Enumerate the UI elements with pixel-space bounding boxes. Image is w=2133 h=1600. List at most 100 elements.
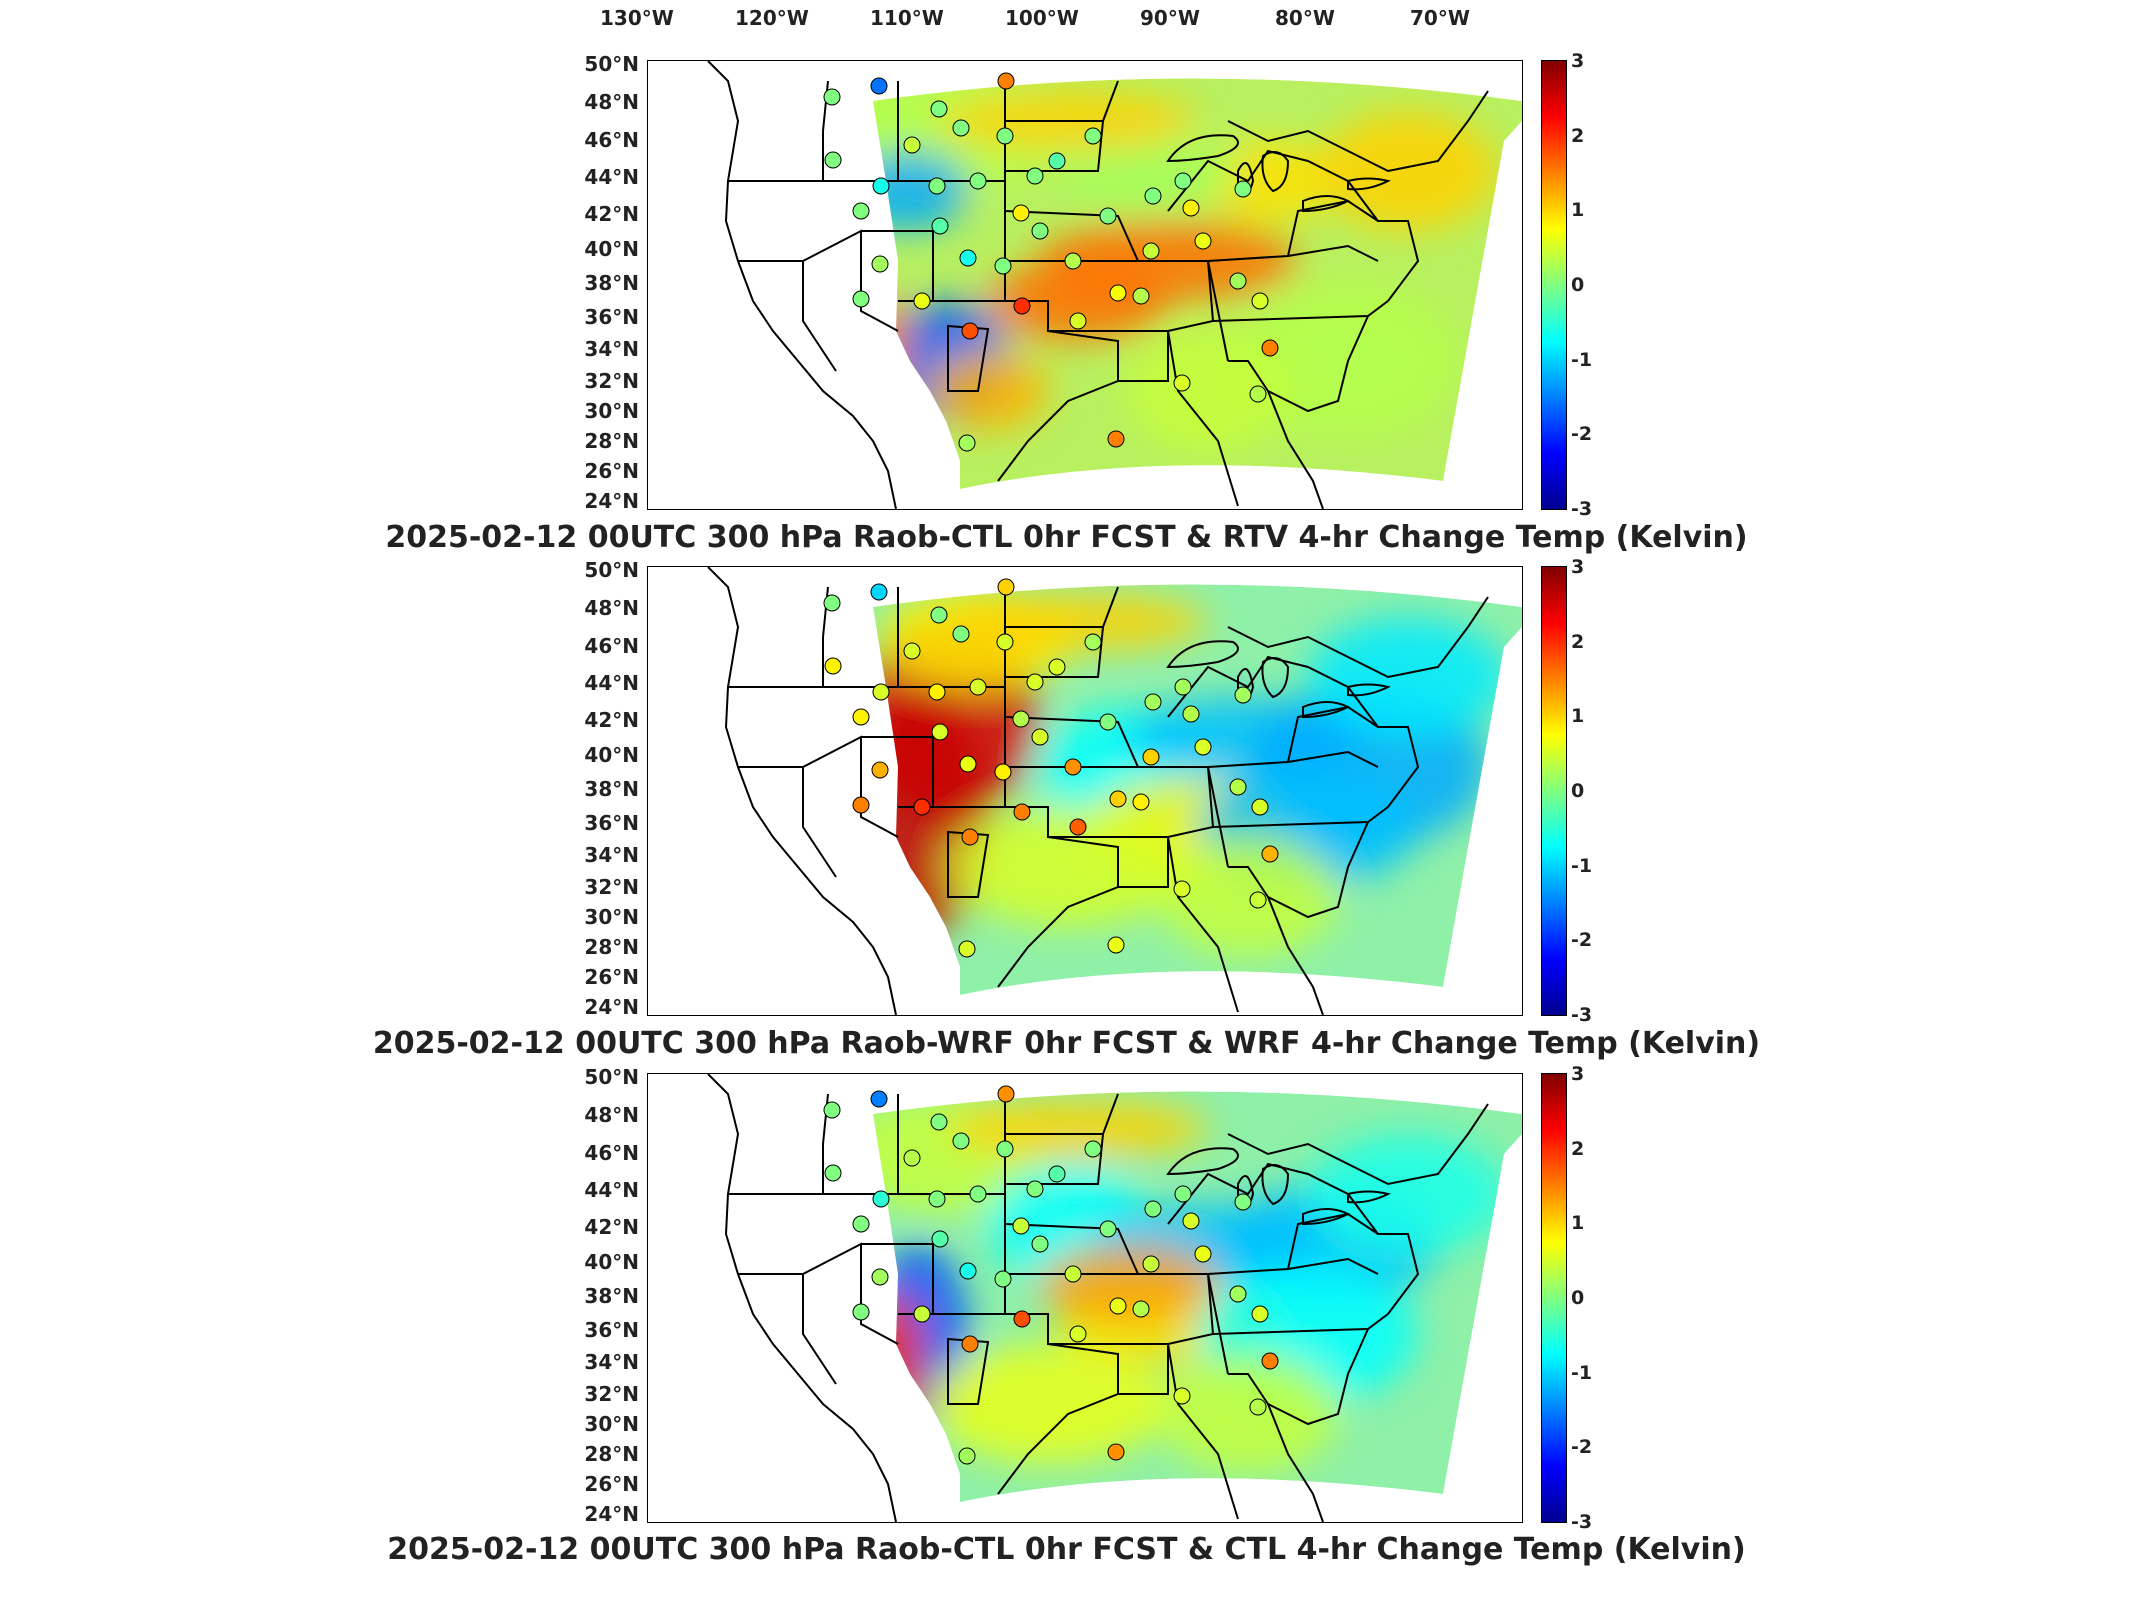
raob-station-marker	[1173, 880, 1191, 898]
raob-station-marker	[997, 72, 1015, 90]
longitude-tick-label: 130°W	[600, 6, 674, 30]
latitude-tick-label: 42°N	[584, 202, 639, 226]
raob-station-marker	[1069, 1325, 1087, 1343]
latitude-tick-label: 50°N	[584, 558, 639, 582]
latitude-tick-label: 30°N	[584, 905, 639, 929]
latitude-tick-label: 38°N	[584, 777, 639, 801]
raob-station-marker	[903, 136, 921, 154]
raob-station-marker	[870, 1090, 888, 1108]
longitude-tick-label: 90°W	[1140, 6, 1200, 30]
longitude-tick-label: 100°W	[1005, 6, 1079, 30]
raob-station-marker	[1249, 891, 1267, 909]
raob-station-marker	[958, 940, 976, 958]
latitude-tick-label: 40°N	[584, 237, 639, 261]
raob-station-marker	[1144, 187, 1162, 205]
raob-station-marker	[928, 683, 946, 701]
raob-station-marker	[994, 257, 1012, 275]
panel-title: 2025-02-12 00UTC 300 hPa Raob-CTL 0hr FC…	[387, 1532, 1746, 1567]
latitude-tick-label: 32°N	[584, 1382, 639, 1406]
raob-station-marker	[994, 763, 1012, 781]
raob-station-marker	[1182, 705, 1200, 723]
raob-station-marker	[952, 625, 970, 643]
raob-station-marker	[1012, 204, 1030, 222]
raob-station-marker	[928, 1190, 946, 1208]
raob-station-marker	[913, 1305, 931, 1323]
raob-station-marker	[1234, 1193, 1252, 1211]
raob-station-marker	[1144, 693, 1162, 711]
longitude-tick-label: 110°W	[870, 6, 944, 30]
raob-station-marker	[931, 1230, 949, 1248]
raob-station-marker	[997, 1085, 1015, 1103]
raob-station-marker	[1064, 758, 1082, 776]
latitude-tick-label: 48°N	[584, 596, 639, 620]
raob-station-marker	[1173, 374, 1191, 392]
panel-title: 2025-02-12 00UTC 300 hPa Raob-WRF 0hr FC…	[372, 1026, 1761, 1061]
colorbar-tick-label: 1	[1571, 1212, 1585, 1235]
raob-station-marker	[931, 723, 949, 741]
raob-station-marker	[1109, 1297, 1127, 1315]
latitude-tick-label: 26°N	[584, 1472, 639, 1496]
raob-station-marker	[958, 434, 976, 452]
raob-station-marker	[871, 761, 889, 779]
latitude-tick-label: 48°N	[584, 1103, 639, 1127]
raob-station-marker	[1069, 818, 1087, 836]
raob-station-marker	[1174, 1185, 1192, 1203]
colorbar	[1541, 1073, 1567, 1523]
latitude-tick-label: 30°N	[584, 1412, 639, 1436]
raob-station-marker	[1142, 748, 1160, 766]
raob-station-marker	[952, 119, 970, 137]
latitude-tick-label: 32°N	[584, 875, 639, 899]
raob-station-marker	[1012, 710, 1030, 728]
latitude-tick-label: 44°N	[584, 1178, 639, 1202]
colorbar-tick-label: -2	[1571, 1436, 1593, 1459]
colorbar-tick-label: -1	[1571, 1361, 1593, 1384]
raob-station-marker	[1194, 738, 1212, 756]
latitude-tick-label: 28°N	[584, 935, 639, 959]
longitude-tick-label: 70°W	[1410, 6, 1470, 30]
raob-station-marker	[969, 678, 987, 696]
raob-station-marker	[1084, 127, 1102, 145]
raob-station-marker	[1031, 1235, 1049, 1253]
raob-station-marker	[930, 606, 948, 624]
latitude-tick-label: 42°N	[584, 1215, 639, 1239]
raob-station-marker	[1249, 1398, 1267, 1416]
latitude-tick-label: 30°N	[584, 399, 639, 423]
raob-station-marker	[823, 1101, 841, 1119]
latitude-tick-label: 36°N	[584, 1318, 639, 1342]
raob-station-marker	[1173, 1387, 1191, 1405]
raob-station-marker	[1048, 658, 1066, 676]
raob-station-marker	[1013, 297, 1031, 315]
raob-station-marker	[852, 1303, 870, 1321]
raob-station-marker	[1132, 793, 1150, 811]
latitude-tick-label: 34°N	[584, 1350, 639, 1374]
raob-station-marker	[1048, 152, 1066, 170]
raob-station-marker	[961, 322, 979, 340]
latitude-tick-label: 34°N	[584, 843, 639, 867]
raob-station-marker	[872, 683, 890, 701]
colorbar-tick-label: -2	[1571, 929, 1593, 952]
raob-station-marker	[1064, 252, 1082, 270]
latitude-tick-label: 26°N	[584, 459, 639, 483]
colorbar-tick-label: 1	[1571, 705, 1585, 728]
colorbar-tick-label: 2	[1571, 124, 1585, 147]
raob-station-marker	[1194, 232, 1212, 250]
raob-station-marker	[1229, 1285, 1247, 1303]
anomaly-field	[873, 584, 1522, 995]
raob-station-marker	[903, 642, 921, 660]
raob-station-marker	[959, 1262, 977, 1280]
raob-station-marker	[824, 1164, 842, 1182]
raob-station-marker	[1031, 222, 1049, 240]
latitude-tick-label: 46°N	[584, 1141, 639, 1165]
raob-station-marker	[1229, 272, 1247, 290]
raob-station-marker	[930, 1113, 948, 1131]
colorbar-tick-label: -3	[1571, 498, 1593, 520]
raob-station-marker	[969, 172, 987, 190]
longitude-axis: 130°W 120°W 110°W 100°W 90°W 80°W 70°W	[0, 0, 2133, 40]
colorbar-tick-label: 0	[1571, 780, 1585, 802]
anomaly-field	[873, 1091, 1522, 1502]
raob-station-marker	[1031, 728, 1049, 746]
latitude-tick-label: 44°N	[584, 671, 639, 695]
colorbar-tick-label: 3	[1571, 1063, 1585, 1085]
latitude-tick-label: 24°N	[584, 489, 639, 513]
panel-title: 2025-02-12 00UTC 300 hPa Raob-CTL 0hr FC…	[385, 520, 1748, 555]
